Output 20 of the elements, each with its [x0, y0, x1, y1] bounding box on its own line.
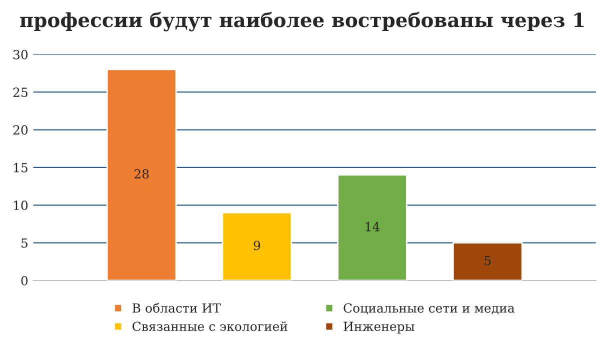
y-tick-label: 15 [14, 162, 28, 172]
legend-label: В области ИТ [132, 302, 221, 313]
bar [337, 174, 408, 280]
data-label: 9 [254, 240, 260, 250]
y-tick-label: 0 [21, 276, 28, 286]
legend-label: Социальные сети и медиа [344, 303, 514, 314]
bar [106, 68, 177, 280]
legend-label: Инженеры [344, 322, 414, 334]
data-label: 28 [134, 169, 149, 179]
bar [452, 242, 523, 280]
y-tick-label: 5 [22, 238, 28, 248]
y-tick-label: 25 [13, 88, 28, 98]
data-label: 14 [366, 222, 380, 232]
y-tick-label: 30 [13, 50, 28, 60]
bar [222, 212, 292, 280]
legend-label: Связанные с экологией [132, 322, 288, 332]
data-label: 5 [484, 256, 491, 266]
y-tick-label: 20 [13, 125, 28, 135]
y-tick-label: 10 [14, 200, 28, 210]
chart-title: профессии будут наиболее востребованы через 1 [20, 12, 584, 32]
